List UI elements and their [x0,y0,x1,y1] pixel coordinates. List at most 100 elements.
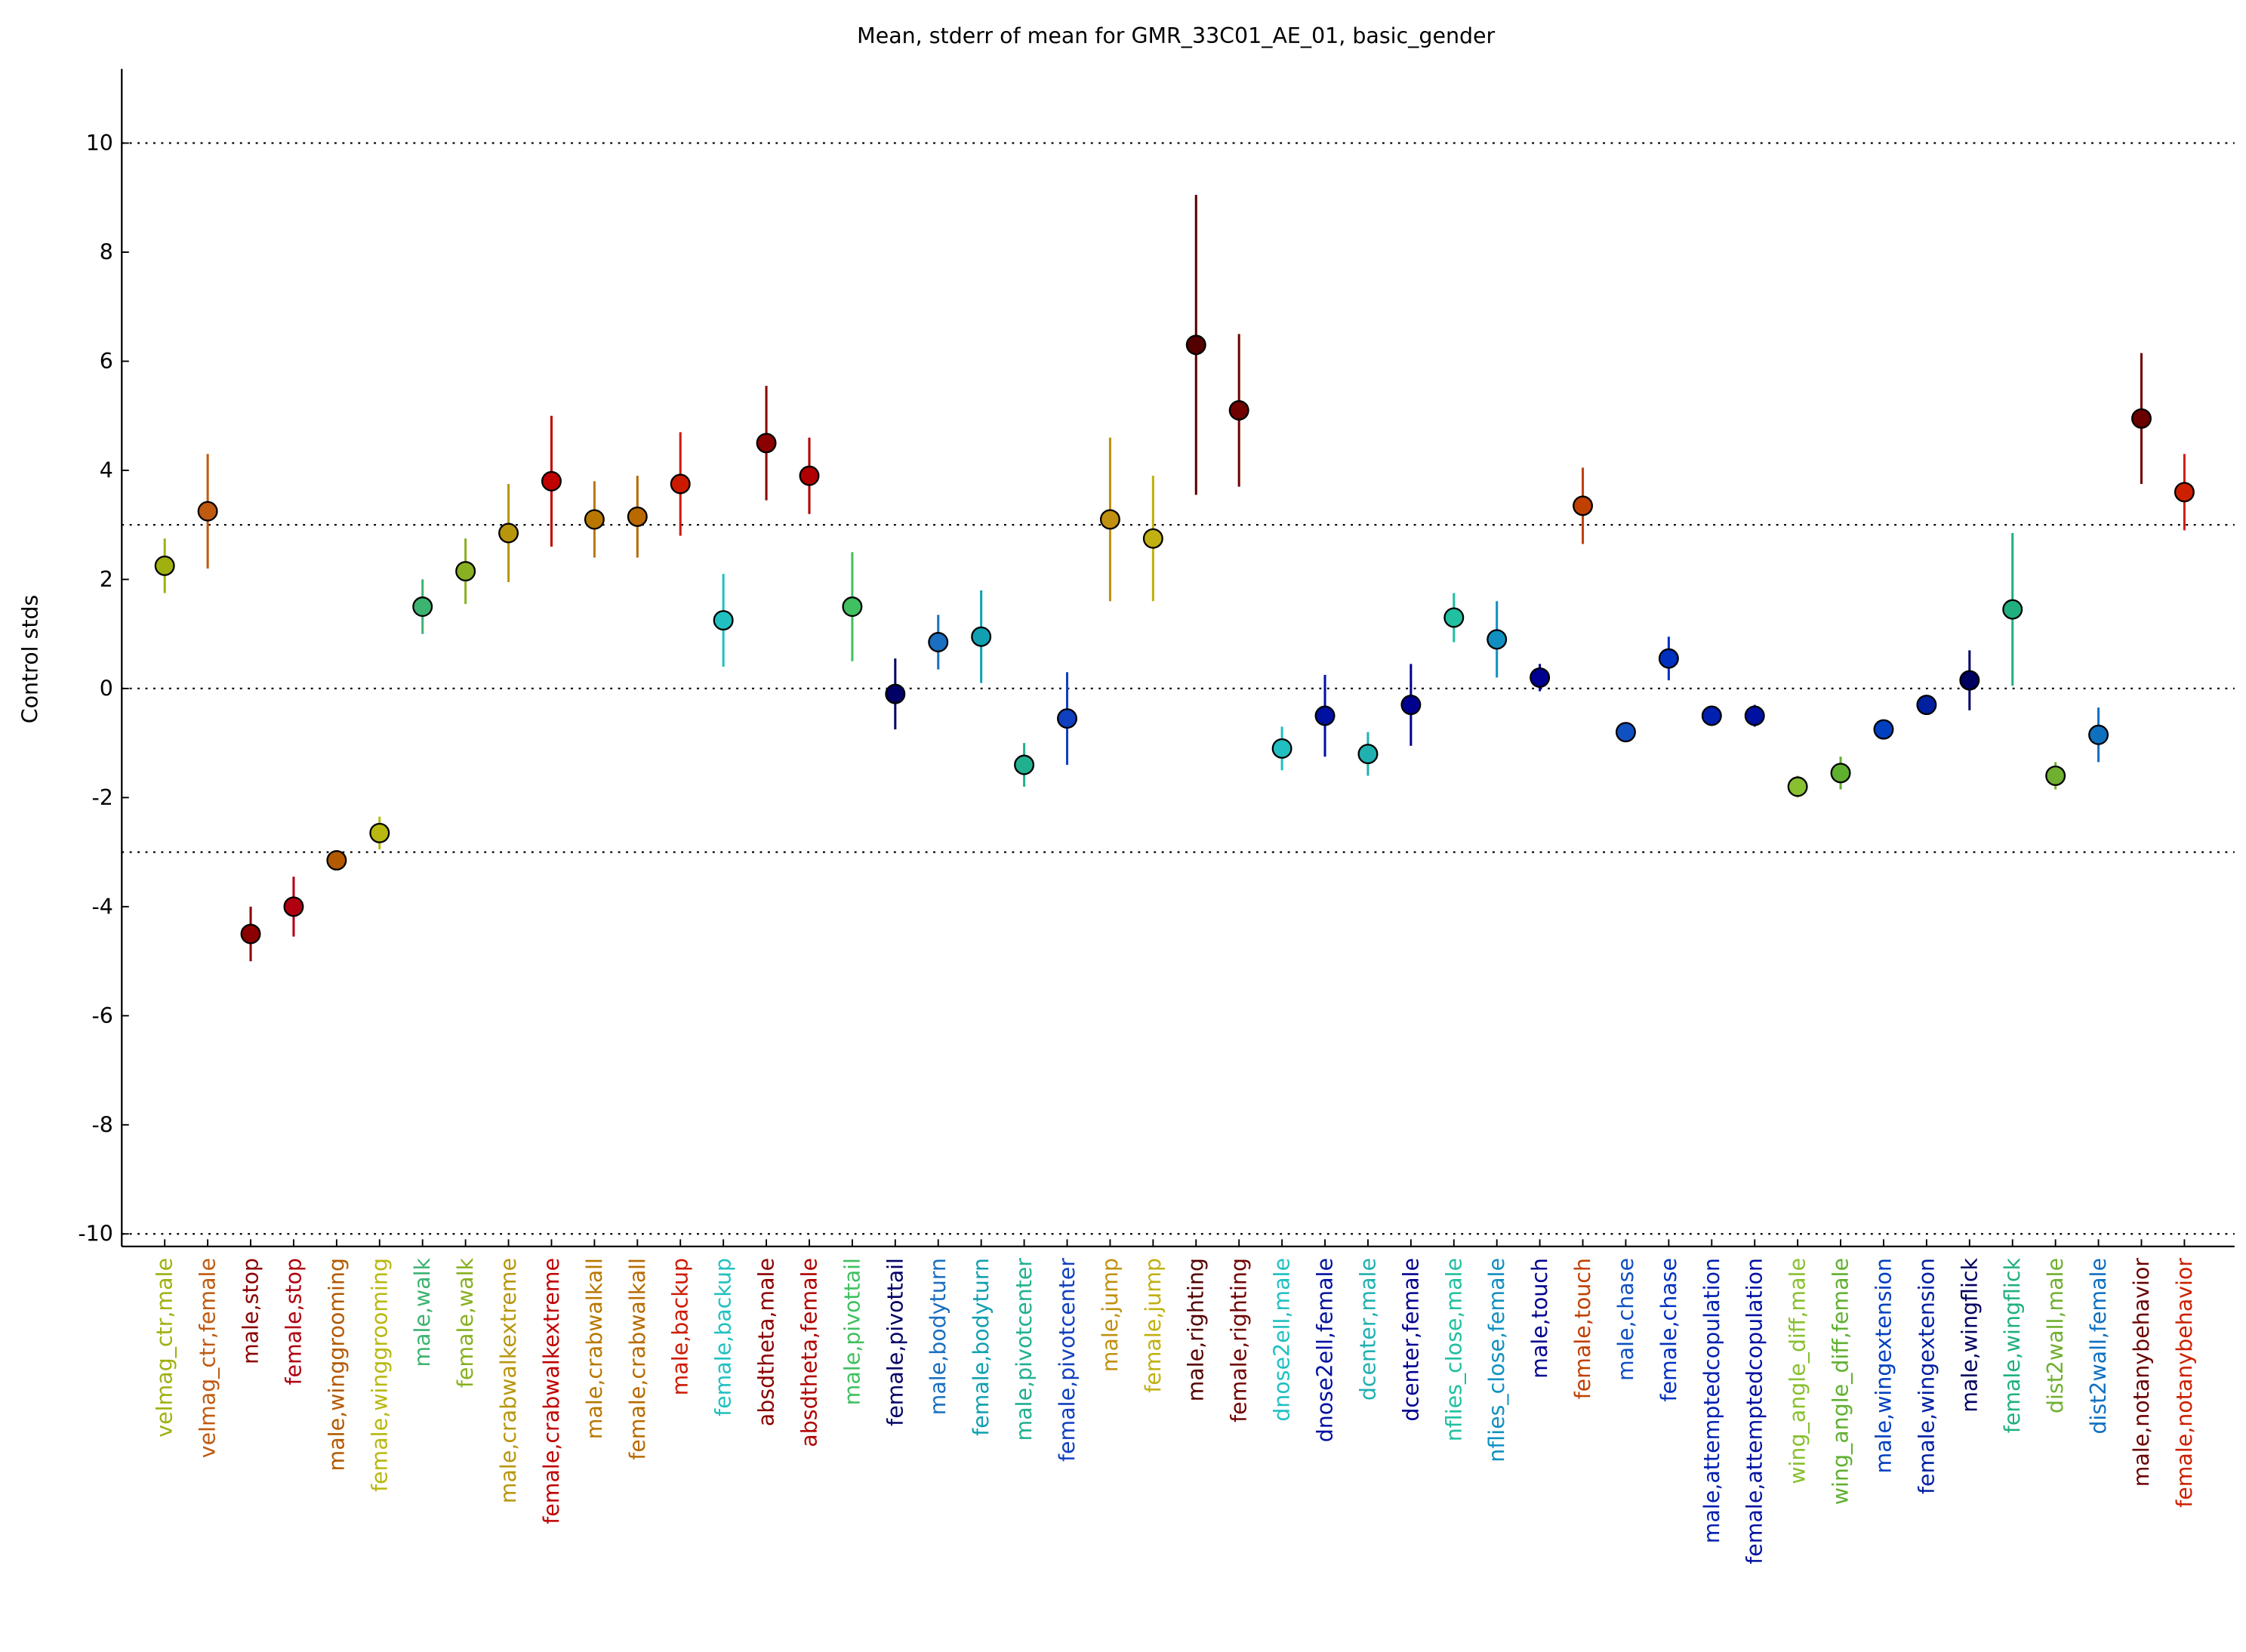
x-tick-label: male,wingextension [1871,1258,1896,1473]
x-tick-label: male,wingflick [1957,1258,1982,1413]
mean-marker [2088,724,2109,745]
mean-marker [326,849,347,871]
x-tick-label: nflies_close,male [1441,1258,1466,1441]
mean-marker [1916,695,1937,716]
mean-marker [627,506,648,527]
x-tick-label: male,righting [1184,1258,1209,1401]
mean-marker [197,501,218,522]
y-tick-label: 6 [100,349,113,374]
y-tick-label: 0 [100,676,113,701]
mean-marker [1873,719,1894,740]
y-tick-label: 10 [86,131,113,156]
mean-marker [1487,629,1508,650]
x-tick-label: female,pivotcenter [1055,1258,1080,1462]
mean-marker [412,596,433,617]
mean-marker [928,632,949,652]
x-tick-label: female,righting [1227,1258,1252,1422]
mean-marker [1228,399,1249,421]
mean-marker [842,596,863,617]
x-tick-label: dist2wall,male [2043,1258,2068,1413]
x-tick-label: male,notanybehavior [2129,1258,2154,1487]
x-tick-label: absdtheta,female [796,1258,821,1447]
x-tick-label: female,notanybehavior [2172,1258,2197,1508]
y-tick-label: 2 [100,567,113,592]
mean-marker [1744,705,1765,726]
mean-marker [670,473,691,495]
mean-marker [1959,670,1980,691]
mean-marker [1014,754,1035,775]
x-tick-label: male,jump [1098,1258,1123,1372]
y-tick-label: -10 [78,1222,112,1247]
x-tick-label: dnose2ell,male [1270,1258,1295,1422]
x-tick-label: male,crabwalkextreme [496,1258,521,1503]
mean-marker [885,683,906,704]
x-tick-label: male,crabwalkall [582,1258,607,1439]
x-tick-label: velmag_ctr,female [196,1258,220,1458]
x-tick-label: female,attemptedcopulation [1742,1258,1767,1564]
mean-marker [1099,509,1120,530]
mean-marker [1142,528,1163,549]
mean-marker [971,626,992,647]
x-tick-label: female,crabwalkall [625,1258,650,1460]
x-tick-label: female,pivottail [883,1258,907,1426]
x-tick-label: dnose2ell,female [1313,1258,1338,1442]
x-tick-label: female,wingextension [1914,1258,1939,1494]
y-tick-label: -2 [92,785,113,810]
mean-marker [1443,607,1465,628]
x-tick-label: female,wingflick [2000,1258,2025,1434]
y-axis-label: Control stds [17,595,42,724]
mean-marker [154,555,175,576]
x-tick-label: male,pivotcenter [1012,1258,1037,1441]
y-tick-label: -6 [92,1003,113,1028]
x-tick-label: male,pivottail [840,1258,864,1405]
mean-marker [1615,722,1636,743]
mean-marker [799,465,820,486]
x-tick-label: male,stop [239,1258,263,1364]
x-tick-label: velmag_ctr,male [153,1258,177,1438]
x-tick-label: male,winggrooming [324,1258,349,1471]
mean-marker [1314,705,1336,726]
y-tick-label: -8 [92,1112,113,1137]
mean-marker [1573,495,1594,516]
x-tick-label: female,jump [1141,1258,1166,1393]
mean-marker [1658,648,1679,669]
mean-marker [541,470,562,492]
x-tick-label: dcenter,male [1355,1258,1380,1401]
x-tick-label: dcenter,female [1398,1258,1423,1422]
x-tick-label: female,crabwalkextreme [539,1258,564,1524]
x-tick-label: male,touch [1527,1258,1552,1379]
x-tick-label: male,chase [1613,1258,1638,1381]
mean-marker [713,610,734,631]
mean-marker [584,509,605,530]
x-tick-label: male,attemptedcopulation [1699,1258,1724,1543]
mean-marker [1271,738,1292,759]
mean-marker [498,522,519,544]
y-tick-label: -4 [92,894,113,919]
x-tick-label: dist2wall,female [2086,1258,2111,1435]
x-tick-label: female,chase [1656,1258,1681,1401]
x-tick-label: female,walk [453,1258,478,1388]
x-tick-label: male,backup [668,1258,693,1395]
mean-marker [2045,765,2066,786]
mean-marker [1701,705,1722,726]
x-tick-label: wing_angle_diff,male [1785,1258,1810,1484]
mean-marker [1830,763,1851,784]
mean-marker [240,923,261,945]
mean-marker [756,433,777,454]
x-tick-label: wing_angle_diff,female [1829,1258,1853,1505]
x-tick-label: male,bodyturn [926,1258,950,1415]
mean-marker [2174,482,2195,503]
x-tick-label: male,walk [410,1258,435,1367]
mean-marker [369,822,390,843]
x-tick-label: female,winggrooming [367,1258,392,1492]
mean-marker [2002,599,2023,620]
mean-marker [1400,695,1422,716]
x-tick-label: female,touch [1570,1258,1595,1399]
mean-marker [1530,667,1551,688]
x-tick-label: female,bodyturn [969,1258,994,1436]
x-tick-label: nflies_close,female [1484,1258,1509,1462]
mean-marker [1185,334,1206,356]
x-tick-label: absdtheta,male [754,1258,779,1426]
x-tick-label: female,backup [711,1258,736,1416]
mean-marker [1787,776,1808,797]
